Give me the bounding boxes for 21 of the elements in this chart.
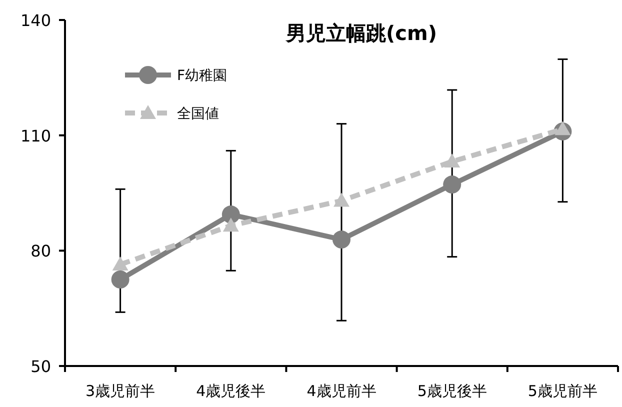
x-tick-label: 4歳児後半 — [196, 382, 266, 400]
y-tick-label: 110 — [20, 126, 51, 146]
legend-label: 全国値 — [177, 106, 219, 122]
legend-label: F幼稚園 — [177, 68, 228, 84]
y-tick-label: 80 — [30, 242, 51, 261]
point — [554, 121, 571, 136]
point — [332, 230, 350, 249]
point — [111, 270, 130, 288]
point — [222, 218, 239, 232]
point — [334, 192, 350, 207]
point — [112, 256, 128, 271]
x-tick-label: 5歳児前半 — [528, 382, 598, 400]
y-tick-label: 50 — [30, 357, 51, 376]
point — [444, 153, 460, 168]
point — [222, 206, 240, 224]
x-tick-label: 5歳児後半 — [417, 382, 487, 400]
x-tick-label: 4歳児前半 — [306, 382, 376, 400]
x-tick-label: 3歳児前半 — [86, 382, 156, 400]
chart-title: 男児立幅跳(cm) — [285, 21, 437, 45]
point — [443, 176, 462, 194]
y-tick-label: 140 — [20, 11, 51, 30]
